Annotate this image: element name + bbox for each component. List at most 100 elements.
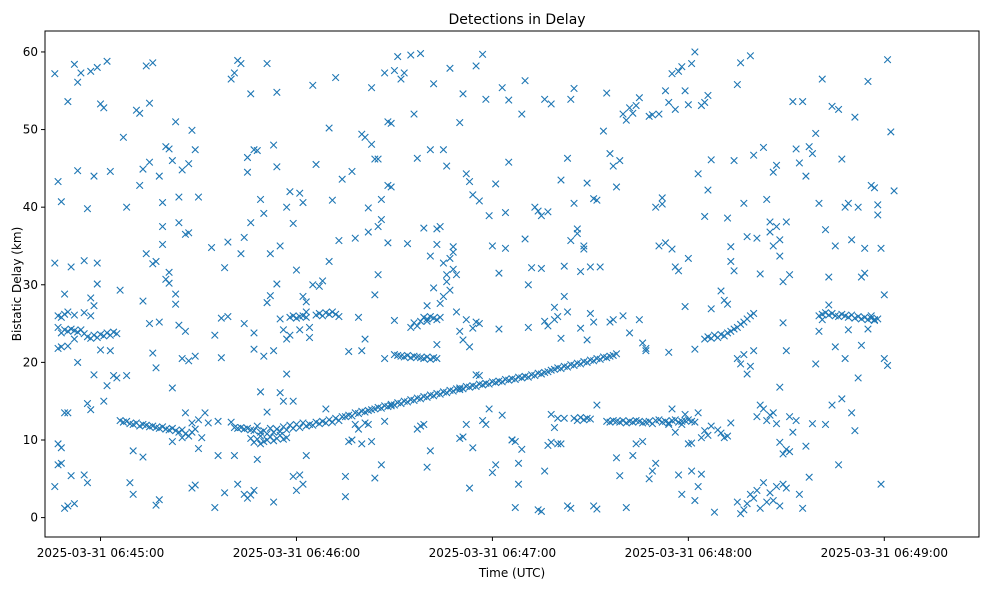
- data-point: [390, 66, 399, 75]
- data-point: [240, 319, 248, 328]
- data-point: [609, 162, 617, 170]
- data-point: [501, 244, 510, 252]
- data-point: [142, 62, 150, 70]
- data-point: [331, 73, 340, 82]
- data-point: [795, 159, 804, 167]
- data-point: [766, 218, 774, 226]
- data-point: [456, 327, 464, 336]
- data-point: [459, 385, 467, 393]
- y-tick-label: 0: [30, 511, 38, 525]
- data-point: [106, 347, 115, 355]
- data-point: [671, 416, 679, 424]
- data-point: [60, 290, 69, 298]
- data-point: [740, 506, 748, 514]
- data-point: [256, 195, 265, 204]
- data-point: [812, 129, 820, 138]
- data-point: [789, 428, 797, 436]
- data-point: [661, 87, 670, 95]
- data-point: [423, 353, 431, 361]
- data-point: [619, 110, 627, 118]
- data-point: [619, 416, 627, 425]
- data-point: [514, 459, 523, 467]
- data-point: [181, 327, 190, 336]
- data-point: [606, 318, 614, 326]
- data-point: [410, 396, 418, 405]
- data-point: [697, 433, 706, 442]
- data-point: [299, 480, 307, 488]
- data-point: [371, 474, 379, 482]
- data-point: [668, 245, 676, 253]
- data-point: [883, 56, 892, 64]
- data-point: [73, 328, 82, 336]
- data-point: [394, 52, 402, 61]
- data-point: [828, 102, 836, 110]
- data-point: [282, 370, 291, 378]
- data-point: [505, 158, 513, 166]
- data-point: [423, 393, 431, 401]
- data-point: [165, 145, 173, 153]
- data-point: [90, 302, 98, 310]
- data-point: [511, 375, 519, 384]
- data-point: [877, 244, 885, 252]
- data-point: [537, 212, 546, 220]
- data-point: [211, 503, 219, 512]
- data-point: [482, 420, 490, 429]
- data-point: [524, 373, 533, 381]
- data-point: [423, 463, 431, 471]
- data-point: [717, 287, 725, 295]
- data-point: [149, 260, 157, 268]
- data-point: [671, 428, 679, 436]
- data-point: [168, 424, 177, 433]
- data-point: [449, 387, 457, 395]
- data-point: [260, 209, 268, 218]
- data-point: [870, 184, 879, 192]
- data-point: [668, 69, 676, 78]
- data-point: [129, 447, 137, 455]
- data-point: [642, 347, 650, 355]
- data-point: [207, 243, 216, 252]
- data-point: [64, 327, 72, 336]
- data-point: [70, 499, 79, 508]
- data-point: [874, 211, 882, 219]
- data-point: [302, 313, 310, 322]
- data-point: [54, 344, 62, 353]
- data-point: [540, 317, 549, 325]
- data-point: [573, 229, 582, 238]
- data-point: [707, 156, 715, 164]
- data-point: [331, 310, 340, 318]
- data-point: [60, 409, 69, 417]
- data-point: [380, 417, 389, 426]
- data-point: [498, 411, 506, 419]
- data-point: [495, 325, 503, 333]
- data-point: [511, 503, 519, 512]
- data-point: [828, 401, 836, 409]
- data-point: [821, 420, 830, 429]
- data-point: [521, 235, 529, 243]
- data-point: [90, 331, 98, 339]
- chart-title: Detections in Delay: [448, 12, 585, 28]
- data-point: [70, 311, 79, 319]
- data-point: [825, 301, 833, 309]
- data-point: [325, 310, 333, 318]
- data-point: [354, 409, 363, 418]
- data-point: [678, 420, 686, 429]
- data-point: [469, 324, 477, 332]
- data-point: [436, 299, 444, 308]
- data-point: [305, 323, 314, 332]
- data-point: [792, 145, 800, 153]
- data-point: [674, 267, 683, 275]
- data-point: [612, 183, 621, 191]
- data-point: [217, 314, 226, 322]
- data-point: [740, 350, 748, 359]
- data-point: [834, 105, 843, 114]
- data-point: [175, 193, 183, 201]
- data-point: [103, 381, 111, 390]
- data-point: [289, 472, 297, 481]
- data-point: [263, 408, 271, 416]
- data-point: [798, 504, 807, 512]
- data-point: [616, 156, 624, 165]
- data-point: [586, 309, 595, 318]
- data-point: [625, 329, 634, 337]
- data-point: [67, 263, 75, 271]
